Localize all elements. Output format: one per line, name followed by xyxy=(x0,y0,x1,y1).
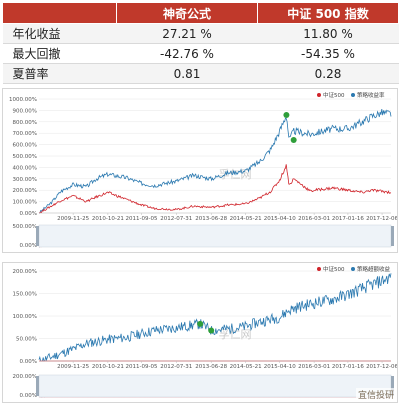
x-tick-label: 2015-04-10 xyxy=(264,216,296,222)
x-tick-label: 2010-10-21 xyxy=(92,364,124,370)
x-tick-label: 2013-06-28 xyxy=(195,364,227,370)
y-tick-label: 700.00% xyxy=(13,131,37,137)
y-tick-label: 50.00% xyxy=(16,337,37,343)
metric-label: 最大回撤 xyxy=(2,43,117,64)
x-tick-label: 2017-01-16 xyxy=(332,216,364,222)
navigator-left-handle xyxy=(36,226,39,246)
legend-label: 中证500 xyxy=(323,265,345,273)
x-tick-label: 2012-07-31 xyxy=(160,216,192,222)
y-tick-label: 900.00% xyxy=(13,108,37,114)
y-tick-label: 500.00% xyxy=(13,154,37,160)
header-empty xyxy=(2,2,117,24)
navigator-y-label: 0.00% xyxy=(20,393,37,399)
header-formula: 神奇公式 xyxy=(116,2,258,24)
x-tick-label: 2012-07-31 xyxy=(160,364,192,370)
formula-value: -42.76 % xyxy=(116,43,258,64)
summary-table: 神奇公式 中证 500 指数 年化收益 27.21 % 11.80 % 最大回撤… xyxy=(2,2,399,84)
legend-swatch xyxy=(317,93,321,97)
y-tick-label: 200.00% xyxy=(13,188,37,194)
y-tick-label: 100.00% xyxy=(13,200,37,206)
navigator-frame xyxy=(38,224,392,248)
highlight-marker xyxy=(197,320,204,327)
table-row: 年化收益 27.21 % 11.80 % xyxy=(2,23,399,44)
y-tick-label: 100.00% xyxy=(13,314,37,320)
index-value: 0.28 xyxy=(257,63,399,84)
x-tick-label: 2011-09-05 xyxy=(125,216,157,222)
y-tick-label: 300.00% xyxy=(13,177,37,183)
y-tick-label: 0.00% xyxy=(20,211,37,217)
x-tick-label: 2017-12-06 xyxy=(366,216,397,222)
legend-swatch xyxy=(351,93,355,97)
y-tick-label: 800.00% xyxy=(13,120,37,126)
index-value: 11.80 % xyxy=(257,23,399,44)
navigator-y-label: 500.00% xyxy=(13,224,37,230)
x-tick-label: 2015-04-10 xyxy=(264,364,296,370)
x-tick-label: 2010-10-21 xyxy=(92,216,124,222)
y-tick-label: 200.00% xyxy=(13,269,37,275)
y-tick-label: 400.00% xyxy=(13,165,37,171)
index-value: -54.35 % xyxy=(257,43,399,64)
table-header-row: 神奇公式 中证 500 指数 xyxy=(2,2,399,24)
navigator-right-handle xyxy=(391,226,394,246)
x-tick-label: 2016-03-01 xyxy=(298,364,330,370)
legend-label: 中证500 xyxy=(323,91,345,99)
metric-label: 年化收益 xyxy=(2,23,117,44)
y-tick-label: 600.00% xyxy=(13,143,37,149)
x-tick-label: 2014-05-21 xyxy=(230,216,262,222)
series-line xyxy=(38,164,392,214)
watermark-text: 孚仁网 xyxy=(219,168,252,181)
y-tick-label: 150.00% xyxy=(13,292,37,298)
legend-swatch xyxy=(351,267,355,271)
highlight-marker xyxy=(208,327,215,334)
table-row: 夏普率 0.81 0.28 xyxy=(2,63,399,84)
metric-label: 夏普率 xyxy=(2,63,117,84)
x-tick-label: 2011-09-05 xyxy=(125,364,157,370)
navigator-frame xyxy=(38,374,392,398)
y-tick-label: 1000.00% xyxy=(9,97,37,103)
x-tick-label: 2009-11-25 xyxy=(57,364,89,370)
navigator-y-label: 0.00% xyxy=(20,243,37,249)
formula-value: 27.21 % xyxy=(116,23,258,44)
header-index: 中证 500 指数 xyxy=(257,2,399,24)
y-tick-label: 0.00% xyxy=(20,359,37,365)
formula-value: 0.81 xyxy=(116,63,258,84)
cumulative-return-chart: 0.00% 100.00% 200.00% 300.00% 400.00% 500.00%… xyxy=(2,88,398,253)
excess-return-chart: 0.00% 50.00% 100.00% 150.00% 200.00% 孚仁网 2009-… xyxy=(2,262,398,403)
navigator-y-label: 200.00% xyxy=(13,374,37,380)
series-line xyxy=(38,273,392,362)
watermark-text: 孚仁网 xyxy=(219,328,252,341)
table-row: 最大回撤 -42.76 % -54.35 % xyxy=(2,43,399,64)
brand-logo-text: 宜信投研 xyxy=(355,388,396,401)
x-tick-label: 2014-05-21 xyxy=(230,364,262,370)
highlight-marker xyxy=(290,137,297,144)
navigator-right-handle xyxy=(391,376,394,396)
cumulative-return-svg: 0.00% 100.00% 200.00% 300.00% 400.00% 500.00%… xyxy=(9,91,397,249)
x-tick-label: 2013-06-28 xyxy=(195,216,227,222)
navigator-left-handle xyxy=(36,376,39,396)
series-line xyxy=(39,109,392,214)
legend-label: 策略收益率 xyxy=(357,91,385,99)
x-tick-label: 2017-01-16 xyxy=(332,364,364,370)
x-tick-label: 2009-11-25 xyxy=(57,216,89,222)
highlight-marker xyxy=(283,111,290,118)
x-tick-label: 2016-03-01 xyxy=(298,216,330,222)
x-tick-label: 2017-12-06 xyxy=(366,364,397,370)
excess-return-svg: 0.00% 50.00% 100.00% 150.00% 200.00% 孚仁网 2009-… xyxy=(13,265,397,399)
legend-swatch xyxy=(317,267,321,271)
legend-label: 策略超额收益 xyxy=(357,265,391,273)
